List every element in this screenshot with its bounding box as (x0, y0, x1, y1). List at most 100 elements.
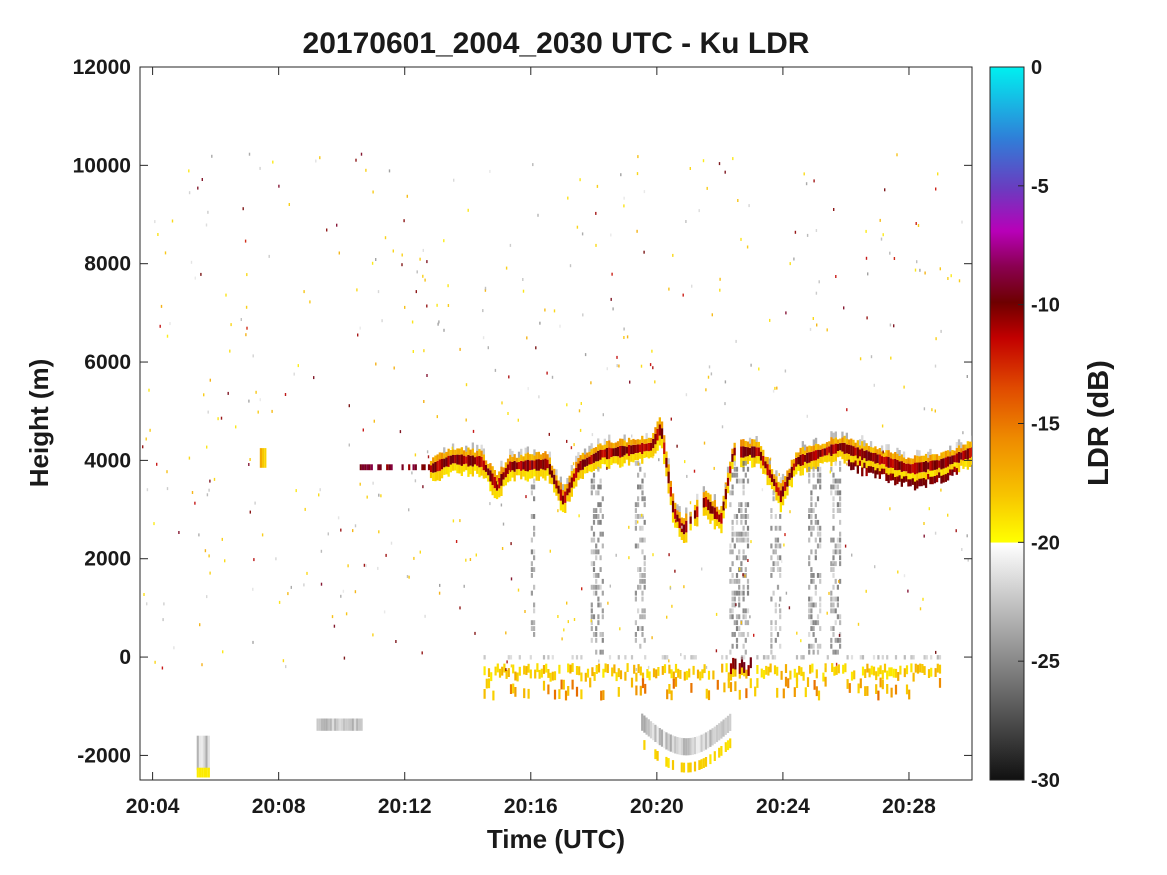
heatmap-cell (801, 454, 804, 466)
heatmap-cell (832, 537, 835, 543)
heatmap-cell (788, 473, 791, 480)
colorbar-tick-label: -30 (1031, 770, 1060, 792)
heatmap-cell (316, 718, 319, 731)
heatmap-cell (881, 655, 884, 660)
heatmap-cell (832, 514, 835, 519)
heatmap-cell (415, 290, 417, 294)
heatmap-cell (836, 614, 839, 620)
heatmap-cell (742, 490, 745, 496)
heatmap-cell (737, 199, 739, 202)
heatmap-cell (788, 468, 791, 473)
heatmap-cell (689, 523, 692, 531)
heatmap-cell (866, 316, 868, 320)
heatmap-cell (580, 672, 583, 682)
heatmap-cell (623, 440, 626, 447)
heatmap-cell (806, 463, 809, 473)
heatmap-cell (744, 573, 747, 578)
heatmap-cell (812, 439, 815, 446)
heatmap-cell (535, 470, 538, 481)
heatmap-cell (779, 567, 782, 572)
heatmap-cell (668, 287, 670, 291)
heatmap-cell (874, 565, 876, 569)
heatmap-cell (854, 442, 857, 448)
heatmap-cell (839, 620, 842, 626)
heatmap-cell (605, 459, 609, 469)
heatmap-cell (597, 461, 600, 471)
heatmap-cell (722, 501, 725, 511)
heatmap-cell (907, 473, 910, 482)
heatmap-cell (775, 492, 778, 501)
heatmap-cell (326, 228, 328, 232)
heatmap-cell (612, 456, 615, 464)
heatmap-cell (834, 549, 837, 555)
heatmap-cell (832, 596, 835, 602)
heatmap-cell (599, 584, 602, 590)
heatmap-cell (927, 469, 930, 476)
heatmap-cell (858, 460, 862, 466)
heatmap-cell (830, 561, 833, 567)
heatmap-cell (467, 447, 470, 455)
heatmap-cell (452, 519, 455, 523)
heatmap-cell (733, 590, 736, 596)
heatmap-cell (900, 478, 903, 487)
heatmap-cell (814, 555, 817, 561)
heatmap-cell (718, 509, 721, 515)
heatmap-cell (713, 726, 716, 744)
heatmap-cell (889, 458, 892, 468)
heatmap-cell (359, 482, 361, 486)
heatmap-cell (674, 736, 677, 754)
heatmap-cell (643, 555, 646, 561)
heatmap-cell (715, 506, 719, 512)
heatmap-cell (561, 484, 565, 490)
heatmap-cell (456, 448, 459, 455)
heatmap-cell (443, 328, 445, 332)
heatmap-cell (740, 632, 743, 637)
heatmap-cell (638, 444, 642, 453)
heatmap-cell (601, 649, 604, 655)
heatmap-cell (641, 478, 644, 484)
heatmap-cell (753, 457, 756, 468)
heatmap-cell (242, 207, 244, 211)
heatmap-cell (740, 621, 742, 625)
heatmap-cell (877, 690, 880, 701)
heatmap-cell (616, 441, 620, 447)
heatmap-cell (570, 465, 573, 471)
heatmap-cell (886, 670, 889, 680)
heatmap-cell (595, 584, 598, 590)
heatmap-cell (595, 573, 598, 578)
heatmap-cell (795, 457, 798, 467)
heatmap-cell (581, 459, 584, 470)
heatmap-cell (553, 474, 556, 485)
heatmap-cell (837, 664, 840, 674)
heatmap-cell (854, 455, 857, 463)
colorbar-tick-label: 0 (1031, 57, 1042, 79)
heatmap-cell (749, 615, 751, 619)
heatmap-cell (459, 606, 461, 610)
heatmap-cell (487, 668, 491, 678)
heatmap-cell (839, 502, 842, 508)
heatmap-cell (830, 608, 833, 614)
heatmap-cell (596, 184, 599, 188)
heatmap-cell (436, 303, 438, 307)
heatmap-cell (680, 762, 683, 773)
heatmap-cell (166, 487, 169, 491)
heatmap-cell (800, 655, 803, 660)
heatmap-cell (445, 466, 448, 475)
heatmap-cell (668, 659, 670, 663)
heatmap-cell (530, 484, 533, 490)
heatmap-cell (634, 519, 637, 525)
heatmap-cell (564, 484, 567, 492)
y-tick-label: 0 (119, 646, 131, 669)
heatmap-cell (379, 464, 382, 471)
heatmap-cell (476, 456, 479, 466)
heatmap-cell (779, 525, 782, 531)
heatmap-cell (815, 291, 818, 295)
heatmap-cell (414, 464, 417, 471)
heatmap-cell (561, 490, 565, 496)
heatmap-cell (361, 464, 365, 471)
heatmap-cell (953, 466, 956, 473)
heatmap-cell (637, 543, 640, 549)
heatmap-cell (408, 575, 410, 579)
heatmap-cell (634, 453, 637, 461)
heatmap-cell (601, 590, 604, 596)
